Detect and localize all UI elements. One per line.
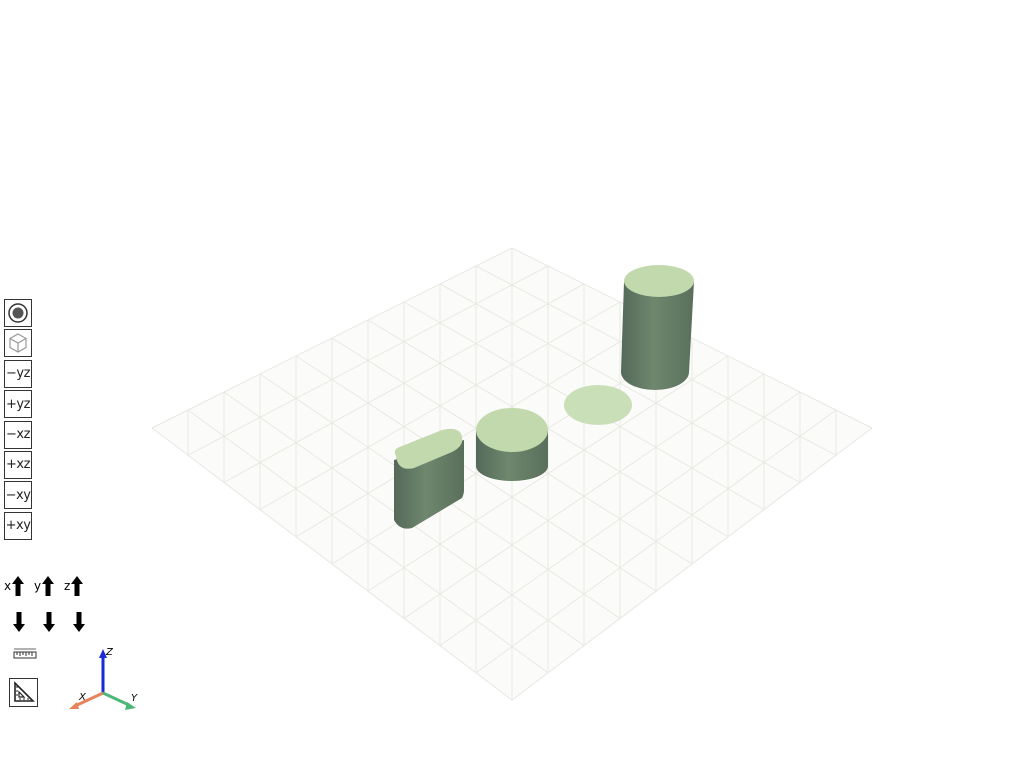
rotate-z-down-button[interactable]	[72, 610, 98, 634]
target-icon	[8, 303, 28, 323]
triad-z-label: Z	[105, 647, 114, 658]
measure-tool-button[interactable]	[13, 646, 37, 665]
arrow-down-icon	[43, 612, 55, 632]
view-plus-xy-button[interactable]: +xy	[4, 511, 32, 540]
x-axis-label: x	[4, 579, 12, 593]
view-minus-xz-button[interactable]: −xz	[4, 420, 32, 449]
tall-cylinder[interactable]	[621, 265, 694, 390]
y-axis-head	[125, 702, 136, 710]
flat-disc[interactable]	[564, 385, 632, 425]
rotate-y-down-button[interactable]	[42, 610, 68, 634]
triad-y-label: Y	[131, 693, 138, 704]
short-cylinder[interactable]	[476, 408, 548, 481]
view-toolbar: −yz +yz −xz +xz −xy +xy	[4, 299, 34, 542]
axis-triad: Z X Y	[69, 647, 138, 710]
arrow-down-icon	[73, 612, 85, 632]
view-minus-xy-button[interactable]: −xy	[4, 481, 32, 510]
reset-view-button[interactable]	[4, 299, 32, 327]
triad-x-label: X	[78, 692, 87, 703]
view-minus-yz-button[interactable]: −yz	[4, 359, 32, 388]
stadium-extrusion[interactable]	[394, 428, 464, 529]
iso-view-button[interactable]	[4, 329, 32, 358]
set-square-icon	[14, 681, 35, 702]
rotate-y-up-button[interactable]: y	[34, 574, 60, 598]
ruler-icon	[13, 648, 37, 659]
y-axis-label: y	[34, 579, 42, 593]
arrow-up-icon	[42, 576, 55, 596]
cube-icon	[9, 333, 27, 354]
arrow-down-icon	[13, 612, 25, 632]
angle-tool-button[interactable]	[9, 678, 38, 707]
arrow-up-icon	[71, 576, 84, 596]
x-axis-line	[74, 691, 104, 708]
y-axis-line	[102, 691, 130, 707]
z-axis-label: z	[64, 579, 71, 593]
arrow-up-icon	[12, 576, 25, 596]
rotate-x-down-button[interactable]	[12, 610, 38, 634]
x-axis-head	[69, 702, 79, 709]
z-axis-head	[99, 649, 107, 658]
view-plus-yz-button[interactable]: +yz	[4, 390, 32, 419]
rotate-z-up-button[interactable]: z	[64, 574, 90, 598]
rotate-x-up-button[interactable]: x	[4, 574, 30, 598]
view-plus-xz-button[interactable]: +xz	[4, 450, 32, 479]
